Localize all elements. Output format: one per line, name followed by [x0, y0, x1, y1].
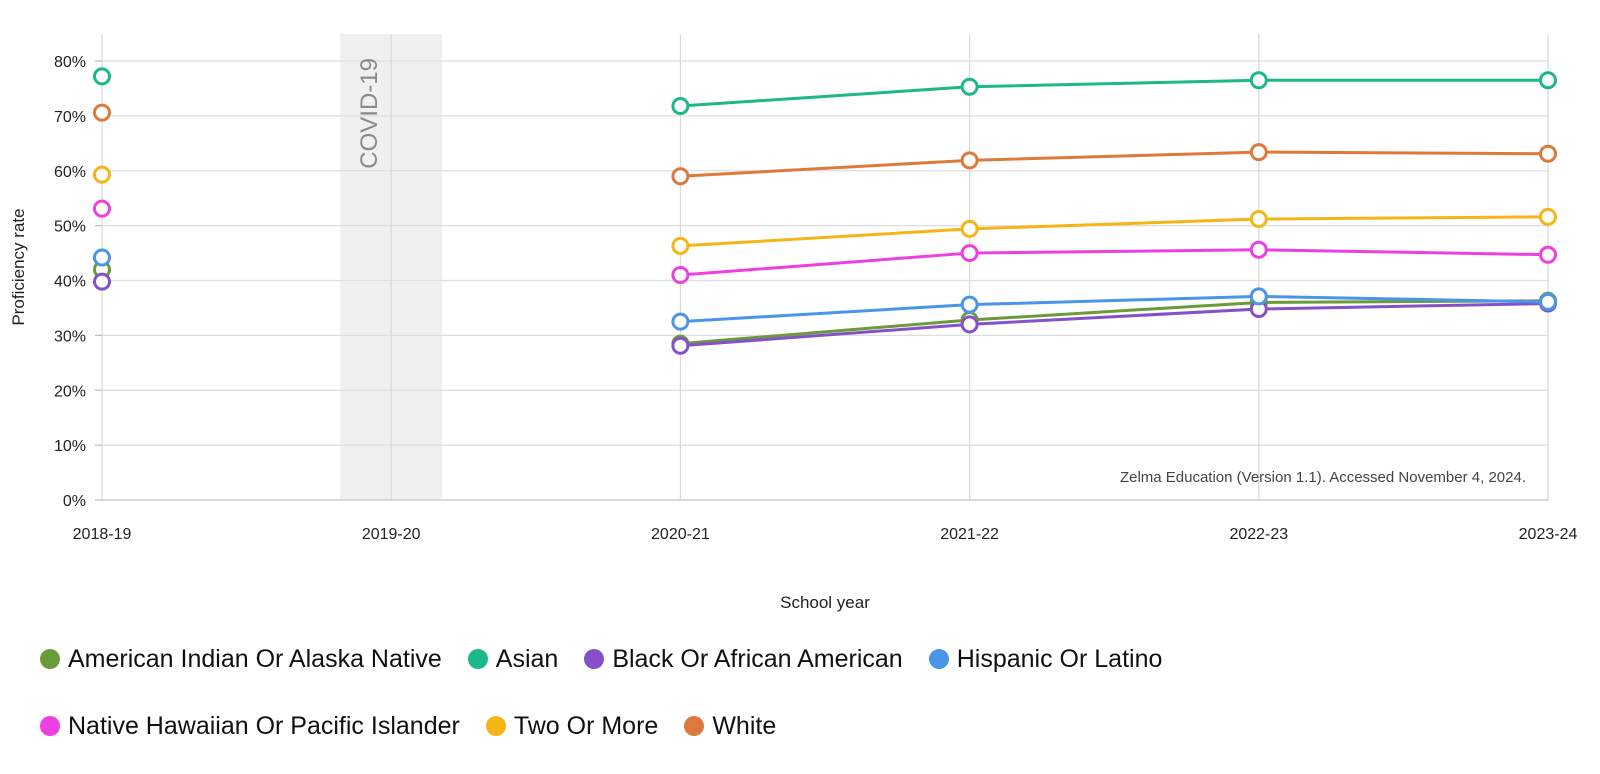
x-axis-title: School year [780, 593, 870, 612]
data-point[interactable] [1249, 210, 1268, 229]
y-tick-label: 30% [54, 328, 86, 345]
data-point[interactable] [1539, 71, 1557, 90]
series-6 [93, 103, 1557, 186]
x-tick-label: 2022-23 [1229, 526, 1288, 543]
legend-label: Asian [495, 644, 559, 673]
legend-item-american-indian[interactable]: American Indian Or Alaska Native [40, 645, 442, 674]
data-point[interactable] [1249, 143, 1268, 162]
series-lines [93, 67, 1557, 355]
x-tick-label: 2023-24 [1519, 526, 1578, 543]
data-point[interactable] [1539, 207, 1557, 226]
series-line [678, 248, 1550, 277]
legend-item-hispanic[interactable]: Hispanic Or Latino [928, 644, 1163, 674]
source-note: Zelma Education (Version 1.1). Accessed … [1120, 469, 1526, 486]
legend-swatch [40, 649, 60, 669]
x-tick-label: 2021-22 [940, 526, 999, 543]
data-point[interactable] [1539, 245, 1557, 264]
x-tick-label: 2018-19 [73, 526, 132, 543]
data-point[interactable] [93, 248, 111, 267]
covid-band-label: COVID-19 [356, 58, 383, 169]
data-point[interactable] [1249, 287, 1268, 306]
y-tick-label: 10% [54, 438, 86, 455]
legend-item-black[interactable]: Black Or African American [584, 644, 903, 674]
data-point[interactable] [1249, 240, 1268, 259]
legend-item-asian[interactable]: Asian [467, 644, 559, 674]
data-point[interactable] [671, 312, 690, 331]
series-5 [93, 165, 1557, 255]
data-point[interactable] [93, 272, 111, 291]
legend-label: White [712, 711, 777, 740]
legend-item-white[interactable]: White [684, 712, 776, 741]
legend-label: Two Or More [513, 711, 659, 740]
series-4 [93, 199, 1557, 285]
legend-item-native-hawaiian[interactable]: Native Hawaiian Or Pacific Islander [40, 712, 460, 741]
y-tick-label: 60% [54, 164, 86, 181]
series-3 [93, 248, 1557, 331]
data-point[interactable] [93, 199, 111, 218]
data-point[interactable] [1249, 71, 1268, 90]
series-1 [93, 67, 1557, 115]
x-tick-label: 2019-20 [362, 526, 421, 543]
data-point[interactable] [960, 244, 979, 263]
series-line [678, 302, 1550, 348]
legend-label: Hispanic Or Latino [956, 644, 1163, 673]
series-line [678, 78, 1550, 108]
legend-row: Native Hawaiian Or Pacific Islander Two … [40, 703, 1540, 749]
series-line [678, 294, 1550, 324]
data-point[interactable] [960, 315, 979, 334]
data-point[interactable] [93, 165, 111, 184]
legend-swatch [684, 716, 705, 736]
y-tick-label: 80% [54, 54, 86, 71]
data-point[interactable] [1539, 144, 1557, 163]
gridlines [101, 34, 1549, 501]
series-line [678, 299, 1550, 346]
y-tick-label: 0% [63, 493, 86, 510]
axes: 0% 10% 20% 30% 40% 50% 60% 70% 80% 2018-19 2019-20… [54, 54, 1577, 543]
data-point[interactable] [1539, 292, 1557, 311]
data-point[interactable] [960, 151, 979, 170]
data-point[interactable] [960, 219, 979, 238]
legend-label: American Indian Or Alaska Native [68, 644, 442, 673]
data-point[interactable] [671, 96, 690, 115]
data-point[interactable] [960, 77, 979, 96]
legend-label: Black Or African American [612, 644, 903, 673]
legend-label: Native Hawaiian Or Pacific Islander [68, 711, 460, 740]
chart-legend: American Indian Or Alaska Native Asian B… [40, 636, 1540, 770]
y-tick-label: 20% [54, 383, 86, 400]
data-point[interactable] [671, 236, 690, 255]
data-point[interactable] [671, 336, 690, 355]
legend-row: American Indian Or Alaska Native Asian B… [40, 636, 1540, 682]
data-point[interactable] [93, 67, 111, 86]
legend-item-two-or-more[interactable]: Two Or More [485, 711, 659, 741]
x-tick-label: 2020-21 [651, 526, 710, 543]
legend-swatch [485, 716, 506, 736]
y-axis-title: Proficiency rate [9, 208, 28, 325]
legend-swatch [928, 649, 949, 669]
data-point[interactable] [671, 167, 690, 186]
series-line [678, 150, 1550, 178]
data-point[interactable] [93, 103, 111, 122]
legend-swatch [467, 649, 488, 669]
y-tick-label: 50% [54, 219, 86, 236]
legend-swatch [584, 649, 605, 669]
y-tick-label: 70% [54, 109, 86, 126]
series-line [678, 215, 1550, 248]
data-point[interactable] [960, 295, 979, 314]
data-point[interactable] [671, 266, 690, 285]
legend-swatch [40, 716, 60, 736]
y-tick-label: 40% [54, 274, 86, 291]
